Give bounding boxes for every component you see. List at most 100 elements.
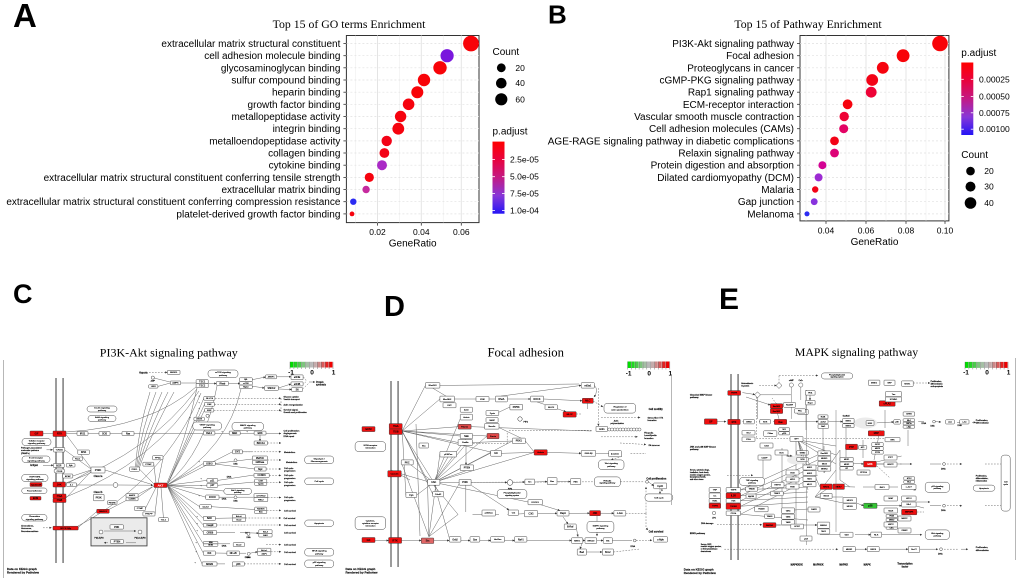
svg-text:PEPCK: PEPCK bbox=[256, 457, 265, 460]
svg-text:+p: +p bbox=[196, 516, 198, 518]
svg-text:DNA: DNA bbox=[938, 553, 943, 556]
svg-text:signaling system: signaling system bbox=[830, 376, 844, 379]
svg-text:DNA: DNA bbox=[245, 556, 250, 559]
svg-text:GRB2: GRB2 bbox=[746, 421, 752, 423]
svg-text:RTK: RTK bbox=[732, 421, 737, 424]
svg-text:Rap1: Rap1 bbox=[560, 512, 566, 515]
svg-text:REDD1: REDD1 bbox=[170, 372, 178, 374]
svg-text:DNA: DNA bbox=[958, 424, 963, 427]
svg-text:0: 0 bbox=[647, 371, 651, 378]
svg-text:PDK1: PDK1 bbox=[516, 440, 523, 443]
svg-text:Protein: Protein bbox=[316, 381, 324, 384]
svg-text:Bad: Bad bbox=[580, 551, 585, 554]
svg-text:extracellular matrix structura: extracellular matrix structural constitu… bbox=[161, 39, 340, 50]
svg-text:Raf-1: Raf-1 bbox=[518, 538, 525, 541]
svg-text:MKK7: MKK7 bbox=[836, 486, 843, 488]
svg-text:ILK: ILK bbox=[494, 452, 498, 455]
svg-text:MEK1: MEK1 bbox=[846, 421, 852, 423]
svg-text:B-Raf: B-Raf bbox=[567, 526, 573, 529]
svg-text:PP2A: PP2A bbox=[155, 457, 161, 460]
svg-text:Glycolysis /: Glycolysis / bbox=[314, 458, 325, 460]
svg-text:20: 20 bbox=[984, 166, 994, 176]
svg-text:RTK: RTK bbox=[392, 538, 398, 542]
svg-text:Hypoxia: Hypoxia bbox=[139, 371, 148, 374]
svg-text:+p: +p bbox=[200, 478, 202, 480]
svg-text:mTOR signaling: mTOR signaling bbox=[215, 372, 231, 374]
svg-text:Rac: Rac bbox=[550, 481, 555, 483]
svg-text:c-fos: c-fos bbox=[948, 422, 952, 424]
svg-text:Cell cycle: Cell cycle bbox=[654, 497, 664, 499]
svg-text:MEKK2: MEKK2 bbox=[846, 549, 852, 551]
svg-text:+p: +p bbox=[198, 396, 200, 398]
svg-text:Parvin: Parvin bbox=[490, 435, 497, 438]
svg-text:AP1: AP1 bbox=[861, 446, 865, 449]
svg-text:NF-κB: NF-κB bbox=[230, 552, 237, 555]
svg-text:MAPK signaling: MAPK signaling bbox=[593, 524, 609, 527]
svg-text:Elk-1: Elk-1 bbox=[907, 504, 912, 506]
svg-text:HGK: HGK bbox=[790, 486, 795, 488]
svg-text:0: 0 bbox=[310, 370, 314, 377]
svg-text:Survival signal,: Survival signal, bbox=[284, 408, 299, 411]
svg-text:eIF4E: eIF4E bbox=[294, 376, 301, 379]
svg-text:Stress fiber / FA: Stress fiber / FA bbox=[648, 417, 664, 420]
svg-text:Crk: Crk bbox=[512, 511, 516, 514]
svg-text:MEF2C: MEF2C bbox=[901, 518, 908, 520]
svg-text:Cyclin: Cyclin bbox=[258, 484, 265, 486]
svg-text:growth factor binding: growth factor binding bbox=[248, 100, 341, 111]
svg-text:pathway: pathway bbox=[234, 491, 241, 494]
svg-text:Zyxin: Zyxin bbox=[490, 413, 496, 415]
svg-text:TGFBR: TGFBR bbox=[730, 506, 737, 508]
svg-text:DNA: DNA bbox=[234, 463, 239, 466]
svg-text:MNK1: MNK1 bbox=[871, 382, 878, 384]
svg-text:DNA: DNA bbox=[941, 467, 946, 470]
svg-text:VEGF signaling: VEGF signaling bbox=[200, 424, 216, 426]
svg-text:MAX: MAX bbox=[888, 509, 893, 512]
svg-text:AGE-RAGE signaling pathway in: AGE-RAGE signaling pathway in diabetic c… bbox=[548, 136, 794, 147]
svg-text:pathway: pathway bbox=[690, 448, 700, 451]
svg-text:Rendered by Pathview: Rendered by Pathview bbox=[7, 571, 40, 575]
svg-text:GF: GF bbox=[35, 431, 39, 435]
svg-text:PP2CA: PP2CA bbox=[860, 471, 867, 474]
svg-text:RhoA: RhoA bbox=[498, 398, 504, 401]
svg-text:Raf-1 signaling: Raf-1 signaling bbox=[231, 490, 244, 492]
svg-text:SOS: SOS bbox=[800, 459, 805, 461]
svg-text:DNA: DNA bbox=[227, 476, 232, 479]
svg-text:CTMP: CTMP bbox=[137, 508, 144, 510]
svg-text:0.00075: 0.00075 bbox=[979, 108, 1010, 118]
svg-text:DAXX: DAXX bbox=[811, 508, 817, 511]
svg-text:pathway: pathway bbox=[607, 465, 616, 468]
svg-text:Phosphatidylinositol: Phosphatidylinositol bbox=[504, 492, 521, 495]
svg-text:GSK3: GSK3 bbox=[206, 462, 213, 465]
svg-text:TGFB: TGFB bbox=[712, 506, 718, 508]
svg-text:heparin binding: heparin binding bbox=[272, 88, 340, 99]
svg-text:pathway: pathway bbox=[748, 481, 755, 484]
svg-text:BRCA1: BRCA1 bbox=[257, 442, 266, 445]
svg-text:progression: progression bbox=[284, 499, 296, 502]
svg-text:BAD: BAD bbox=[207, 517, 212, 520]
svg-text:+p: +p bbox=[198, 402, 200, 404]
svg-text:GSK-3β: GSK-3β bbox=[585, 453, 594, 455]
svg-text:C3G: C3G bbox=[529, 513, 534, 516]
svg-text:inflammation: inflammation bbox=[976, 479, 987, 482]
svg-text:Proliferation,: Proliferation, bbox=[976, 474, 988, 477]
svg-text:factor: factor bbox=[902, 565, 909, 568]
svg-text:MKK3: MKK3 bbox=[847, 500, 854, 502]
svg-text:MAPK signaling: MAPK signaling bbox=[240, 424, 256, 427]
svg-text:GSTO: GSTO bbox=[875, 444, 881, 446]
svg-text:NFκB signaling: NFκB signaling bbox=[312, 551, 327, 553]
svg-text:FOXO: FOXO bbox=[209, 496, 216, 499]
svg-text:0.06: 0.06 bbox=[858, 225, 875, 235]
svg-text:AMP: AMP bbox=[151, 379, 156, 382]
svg-text:ECM-receptor: ECM-receptor bbox=[364, 444, 378, 447]
svg-text:MKK4: MKK4 bbox=[823, 486, 830, 488]
svg-text:Talin: Talin bbox=[464, 435, 470, 438]
svg-text:PI3K-Akt: PI3K-Akt bbox=[603, 479, 611, 482]
svg-text:metalloendopeptidase activity: metalloendopeptidase activity bbox=[209, 136, 340, 147]
svg-text:differentiation: differentiation bbox=[976, 549, 990, 552]
svg-text:ITGB: ITGB bbox=[393, 431, 399, 434]
svg-text:RasGEF: RasGEF bbox=[786, 405, 794, 407]
svg-text:Vinculin: Vinculin bbox=[488, 426, 495, 428]
svg-text:Rap1: Rap1 bbox=[808, 402, 814, 404]
svg-text:Proliferation,: Proliferation, bbox=[931, 380, 943, 383]
svg-text:G12: G12 bbox=[746, 433, 751, 435]
